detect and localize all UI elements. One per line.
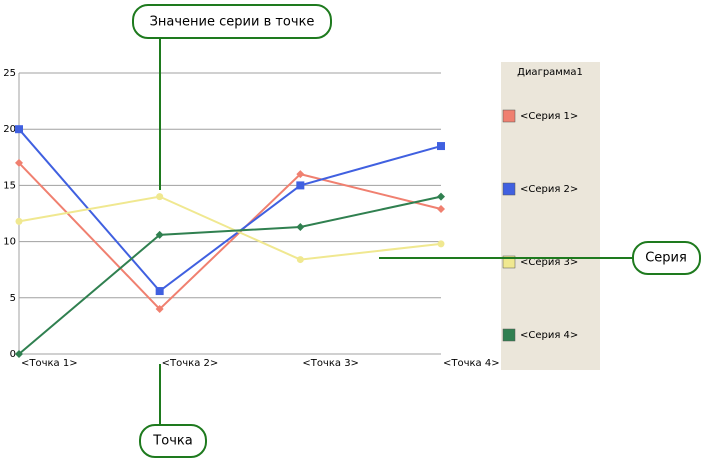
callout-label: Серия [645, 251, 687, 266]
legend-swatch [502, 328, 516, 342]
legend-label: <Серия 2> [520, 184, 578, 195]
y-tick-label: 15 [3, 180, 16, 191]
x-tick-label: <Точка 1> [21, 358, 78, 369]
marker [296, 181, 305, 190]
marker [437, 192, 445, 201]
marker [15, 158, 23, 167]
marker [155, 287, 164, 296]
x-tick-label: <Точка 2> [162, 358, 219, 369]
marker [155, 305, 164, 314]
y-tick-label: 10 [3, 237, 16, 248]
callouts: Значение серии в точке Серия Точка [132, 4, 701, 458]
y-tick-label: 20 [3, 124, 16, 135]
legend-swatch [502, 182, 516, 196]
marker [437, 205, 445, 214]
marker [156, 193, 164, 201]
series-line [18, 128, 442, 293]
legend-box [501, 62, 600, 370]
legend-label: <Серия 1> [520, 111, 578, 122]
legend-label: <Серия 3> [520, 257, 578, 268]
callout-label: Точка [152, 434, 192, 449]
callout-box [632, 241, 701, 275]
marker [437, 142, 445, 151]
legend-title: Диаграмма1 [517, 67, 583, 78]
marker [296, 222, 305, 231]
marker [15, 125, 23, 134]
x-tick-label: <Точка 3> [302, 358, 359, 369]
marker [296, 170, 305, 179]
marker [15, 217, 23, 225]
marker [155, 230, 164, 239]
legend-label: <Серия 4> [520, 330, 578, 341]
y-tick-label: 5 [10, 293, 16, 304]
y-tick-label: 25 [3, 68, 16, 79]
series-line [18, 162, 442, 311]
marker [437, 240, 445, 248]
marker [15, 350, 23, 358]
marker [296, 256, 304, 264]
callout-box [139, 424, 207, 458]
series-line [18, 195, 442, 261]
x-tick-label: <Точка 4> [443, 358, 500, 369]
callout-label: Значение серии в точке [150, 15, 315, 30]
legend-swatch [502, 109, 516, 123]
y-tick-label: 0 [10, 349, 16, 360]
series-line [18, 195, 442, 355]
callout-box [132, 4, 332, 39]
